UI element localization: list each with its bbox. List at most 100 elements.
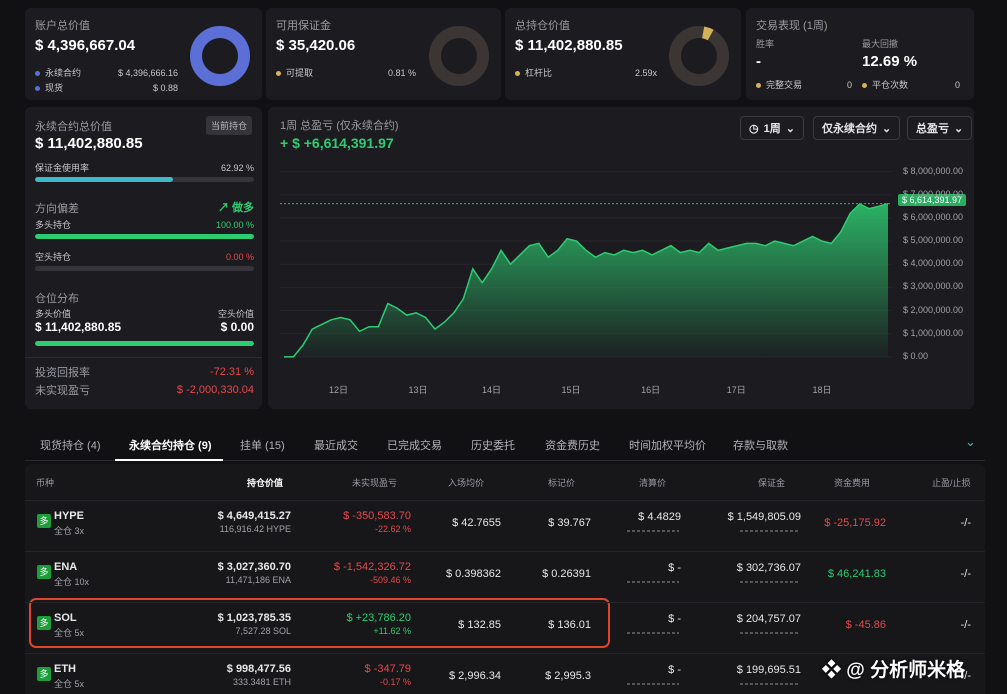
available-margin-value: $ 35,420.06 [276,37,356,54]
scope-dropdown[interactable]: 仅永续合约 ⌄ [813,116,901,140]
header-liq[interactable]: 清算价 [639,478,667,488]
tp-sl[interactable]: -/- [960,619,971,631]
completed-trades-row: 完整交易 0 [756,78,852,91]
perp-row: 永续合约 $ 4,396,666.16 [35,66,178,79]
margin-ratio-bar [740,632,800,634]
period-dropdown[interactable]: ◷ 1周 ⌄ [740,116,804,140]
header-coin[interactable]: 币种 [36,478,55,488]
coin-name[interactable]: ETH [54,663,76,675]
tab-3[interactable]: 最近成交 [314,440,358,452]
positions-table [25,464,985,694]
short-position-bar [35,266,254,271]
unrealized-pnl: $ -1,542,326.72 [333,561,411,573]
long-value: $ 11,402,880.85 [35,320,122,334]
tp-sl[interactable]: -/- [960,568,971,580]
tab-5[interactable]: 历史委托 [471,440,515,452]
tabs-divider [25,460,985,461]
table-row[interactable] [25,653,985,694]
collapse-chevron-icon[interactable]: ⌄ [965,434,976,449]
header-tpsl[interactable]: 止盈/止损 [932,478,971,488]
table-row[interactable] [25,500,985,551]
unrealized-pnl: $ +23,786.20 [346,612,411,624]
long-value-label: 多头价值 [35,309,72,319]
unrealized-pnl-pct: -509.46 % [369,575,411,585]
header-entry[interactable]: 入场均价 [448,478,485,488]
tab-2[interactable]: 挂单 (15) [240,440,285,452]
drawdown-value: 12.69 % [862,53,918,70]
x-tick-label: 18日 [812,385,832,395]
perp-total-title: 永续合约总价值 [35,121,112,133]
current-positions-badge: 当前持仓 [205,116,252,135]
liquidation-distance-bar [627,683,679,685]
coin-name[interactable]: ENA [54,561,78,573]
x-tick-label: 13日 [408,385,428,395]
long-side-badge: 多 [37,514,51,528]
tab-8[interactable]: 存款与取款 [733,440,788,452]
margin-ratio-bar [740,530,800,532]
y-tick-label: $ 1,000,000.00 [903,327,964,338]
card-trading-performance: 交易表现 (1周) 胜率 - 最大回撤 12.69 % 完整交易 0 平仓次数 0 [746,8,974,100]
distribution-bar [35,341,254,346]
liquidation-distance-bar [627,530,679,532]
funding-fee: $ 46,241.83 [827,568,886,580]
tp-sl[interactable]: -/- [960,670,971,682]
margin-mode: 全仓 5x [54,679,85,689]
liquidation-distance-bar [627,632,679,634]
header-upnl[interactable]: 未实现盈亏 [352,478,398,488]
bias-label: 方向偏差 [35,203,79,215]
unrealized-pnl-pct: -22.62 % [374,524,411,534]
header-value[interactable]: 持仓价值 [247,478,284,488]
perp-summary-panel: 永续合约总价值 当前持仓 $ 11,402,880.85 保证金使用率 62.92… [25,107,262,409]
x-tick-label: 15日 [561,385,581,395]
header-funding[interactable]: 资金费用 [834,478,871,488]
mark-price: $ 2,995.3 [545,670,591,682]
table-row[interactable] [25,551,985,602]
spot-row: 现货 $ 0.88 [35,81,178,94]
tab-4[interactable]: 已完成交易 [387,440,442,452]
tab-6[interactable]: 资金费历史 [545,440,600,452]
liquidation-price: $ - [668,664,681,676]
tp-sl[interactable]: -/- [960,517,971,529]
y-tick-label: $ 0.00 [903,350,929,361]
liquidation-distance-bar [627,581,679,583]
tab-7[interactable]: 时间加权平均价 [629,440,706,452]
unrealized-pnl-row: 未实现盈亏 $ -2,000,330.04 [35,384,254,397]
close-count-row: 平仓次数 0 [862,78,960,91]
margin-value: $ 302,736.07 [736,562,801,574]
position-qty: 333.3481 ETH [232,677,291,687]
coin-name[interactable]: SOL [54,612,77,624]
short-value: $ 0.00 [220,320,254,334]
margin-mode: 全仓 3x [54,526,85,536]
position-qty: 116,916.42 HYPE [219,524,291,534]
coin-name[interactable]: HYPE [54,510,84,522]
tab-0[interactable]: 现货持仓 (4) [40,440,101,452]
y-tick-label: $ 2,000,000.00 [903,304,964,315]
header-mark[interactable]: 标记价 [548,478,576,488]
margin-usage-fill [35,177,173,182]
liquidation-price: $ - [668,562,681,574]
pnl-area [284,203,888,357]
current-value-label: $ 6,614,391.97 [898,194,967,206]
y-tick-label: $ 8,000,000.00 [903,165,964,176]
header-margin[interactable]: 保证金 [758,478,786,488]
position-value: $ 4,649,415.27 [217,510,291,522]
position-value: $ 998,477.56 [226,663,291,675]
table-row[interactable] [25,602,985,653]
x-tick-label: 17日 [726,385,746,395]
chart-pnl-value: + $ +6,614,391.97 [280,135,394,151]
margin-mode: 全仓 5x [54,628,85,638]
metric-dropdown[interactable]: 总盈亏 ⌄ [907,116,973,140]
tab-1[interactable]: 永续合约持仓 (9) [129,440,212,452]
long-position-bar [35,234,254,239]
mark-price: $ 39.767 [548,517,591,529]
chart-title: 1周 总盈亏 (仅永续合约) [280,120,399,132]
margin-value: $ 199,695.51 [736,664,801,676]
account-total-value: $ 4,396,667.04 [35,37,136,54]
margin-value: $ 1,549,805.09 [727,511,801,523]
winrate-label: 胜率 [756,39,775,49]
roi-row: 投资回报率 -72.31 % [35,366,254,379]
pnl-area-chart [280,171,892,358]
mark-price: $ 136.01 [548,619,591,631]
y-tick-label: $ 3,000,000.00 [903,281,964,292]
y-tick-label: $ 5,000,000.00 [903,235,964,246]
